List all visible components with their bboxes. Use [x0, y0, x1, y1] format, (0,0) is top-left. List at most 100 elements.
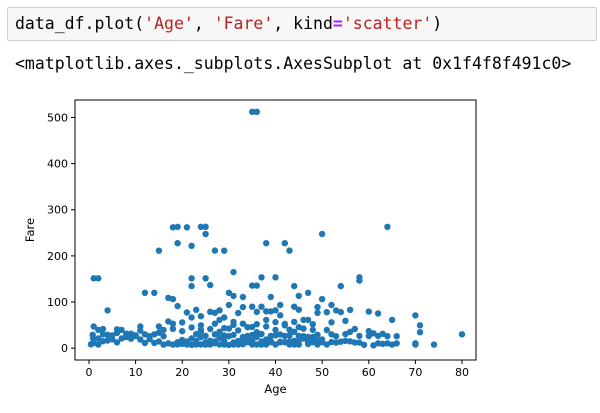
scatter-point [207, 325, 214, 333]
scatter-point [188, 242, 195, 249]
scatter-point [300, 316, 307, 324]
scatter-point [193, 337, 200, 344]
scatter-point [253, 108, 260, 116]
scatter-point [328, 301, 335, 309]
scatter-point [281, 240, 288, 247]
x-axis-label: Age [264, 382, 286, 396]
scatter-point [221, 332, 228, 339]
scatter-point [169, 341, 177, 348]
scatter-point [188, 341, 195, 348]
scatter-point [202, 339, 209, 346]
scatter-point [258, 274, 265, 281]
scatter-point [141, 339, 149, 347]
scatter-point [309, 326, 316, 334]
scatter-point [165, 318, 172, 325]
scatter-point [346, 338, 354, 345]
scatter-point [356, 277, 363, 284]
scatter-point [365, 327, 372, 335]
scatter-point [202, 230, 209, 238]
scatter-point [95, 326, 102, 334]
scatter-point [95, 275, 102, 282]
scatter-point [253, 308, 260, 315]
scatter-point [253, 282, 260, 289]
scatter-point [230, 331, 237, 339]
code-kind-keyword: , kind [273, 14, 333, 33]
scatter-point [249, 303, 256, 310]
code-arg-age: 'Age' [144, 14, 194, 33]
axes: 0 10 20 30 40 50 60 70 80 0 100 200 300 400 500 Age Fare [23, 111, 469, 396]
scatter-point [239, 337, 247, 345]
code-line[interactable]: data_df.plot('Age', 'Fare', kind='scatte… [15, 14, 442, 33]
scatter-point [430, 341, 438, 348]
scatter-point [272, 274, 279, 281]
scatter-point [188, 275, 195, 282]
scatter-point [267, 332, 274, 340]
scatter-point [239, 293, 247, 301]
scatter-point [323, 326, 330, 334]
scatter-point [244, 324, 251, 331]
scatter-point [109, 336, 116, 343]
scatter-point [151, 289, 158, 296]
scatter-point [155, 338, 163, 345]
scatter-point [202, 275, 209, 282]
scatter-point [221, 247, 228, 254]
scatter-point [416, 329, 424, 336]
scatter-point [328, 331, 335, 338]
scatter-point [183, 309, 191, 316]
scatter-point [179, 328, 186, 335]
code-equals-operator: = [332, 14, 343, 33]
scatter-point [323, 309, 330, 316]
scatter-point [188, 282, 195, 290]
scatter-point [295, 332, 302, 340]
scatter-point [211, 338, 219, 345]
scatter-point [193, 330, 200, 338]
scatter-point [263, 240, 270, 247]
scatter-point [263, 316, 270, 324]
scatter-point [123, 333, 130, 341]
scatter-point [318, 295, 326, 303]
scatter-point [323, 341, 330, 348]
scatter-point [393, 333, 400, 340]
scatter-point [253, 321, 260, 328]
scatter-point [211, 320, 219, 327]
scatter-point [230, 268, 237, 276]
scatter-point [216, 316, 223, 324]
scatter-point [295, 292, 302, 300]
scatter-point [155, 329, 163, 336]
scatter-point [113, 326, 121, 333]
scatter-point [174, 302, 181, 310]
scatter-point [235, 309, 242, 317]
code-cell[interactable]: data_df.plot('Age', 'Fare', kind='scatte… [7, 7, 597, 41]
y-tick-label: 0 [61, 342, 68, 355]
scatter-point [295, 306, 302, 313]
scatter-point [286, 326, 293, 333]
scatter-point [314, 303, 321, 311]
scatter-point [90, 323, 97, 330]
scatter-point [458, 331, 466, 338]
scatter-point [374, 310, 382, 317]
scatter-point [356, 332, 363, 340]
scatter-point [384, 333, 391, 340]
scatter-point [155, 323, 163, 330]
scatter-point [230, 292, 237, 300]
scatter-point [286, 332, 293, 339]
scatter-point [328, 319, 335, 326]
scatter-point [384, 223, 391, 230]
scatter-point [416, 322, 424, 329]
scatter-point [160, 333, 167, 340]
scatter-point [337, 282, 344, 290]
scatter-point [160, 326, 167, 334]
scatter-point [230, 321, 237, 329]
scatter-point [95, 335, 102, 342]
x-tick-label: 20 [175, 366, 189, 379]
scatter-point [277, 331, 284, 338]
scatter-point [291, 282, 298, 290]
scatter-point [309, 321, 316, 328]
x-tick-label: 50 [315, 366, 329, 379]
scatter-point [370, 342, 377, 349]
scatter-point [174, 240, 181, 247]
scatter-point [356, 339, 363, 346]
scatter-point [141, 289, 149, 296]
scatter-point [137, 327, 144, 334]
